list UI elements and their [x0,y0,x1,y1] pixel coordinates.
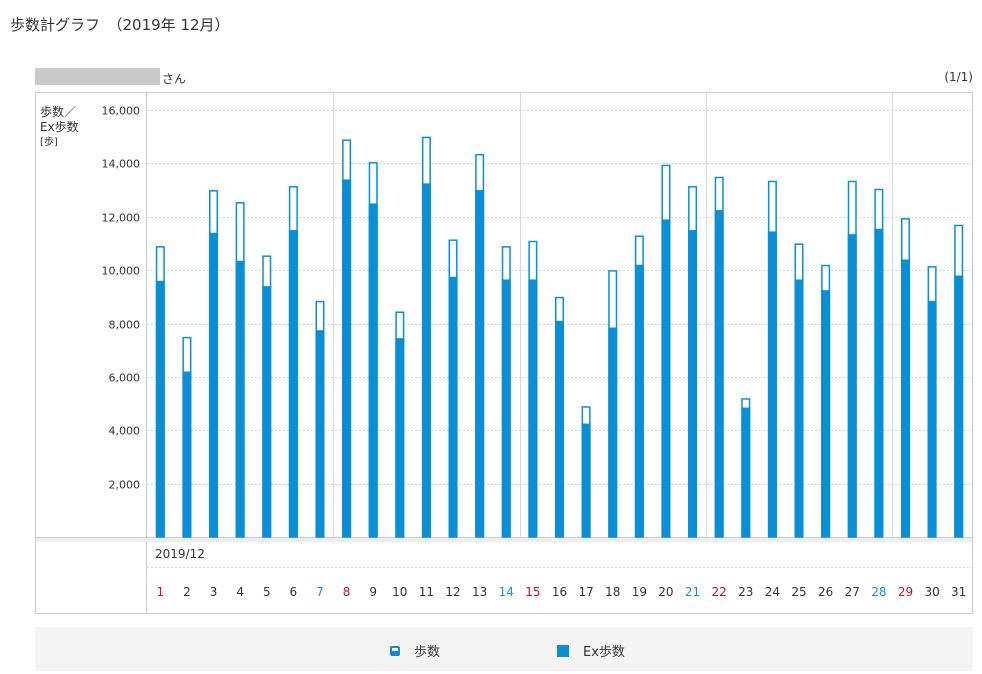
x-tick-label: 13 [472,585,487,599]
legend: 歩数 Ex歩数 [35,627,973,671]
bar-ex-steps[interactable] [874,228,884,537]
bar-ex-steps[interactable] [501,279,511,537]
x-tick-label: 6 [290,585,298,599]
bar-ex-steps[interactable] [555,320,564,537]
bar-ex-steps[interactable] [182,371,192,537]
x-tick-label: 17 [578,585,593,599]
y-axis-label-line2: Ex歩数 [40,119,79,134]
page-indicator: (1/1) [944,70,973,84]
x-tick-label: 12 [445,585,460,599]
chart-frame [35,92,973,614]
page-title: 歩数計グラフ （2019年 12月） [10,16,230,34]
y-tick-label: 14,000 [102,158,141,171]
bar-ex-steps[interactable] [342,179,352,537]
y-tick-label: 4,000 [109,425,141,438]
x-tick-label: 24 [765,585,780,599]
bar-ex-steps[interactable] [209,232,219,537]
bar-ex-steps[interactable] [821,290,831,537]
bar-ex-steps[interactable] [262,286,272,537]
bar-ex-steps[interactable] [448,276,458,537]
x-tick-label: 31 [951,585,966,599]
user-name-redacted [35,68,160,85]
x-tick-label: 5 [263,585,271,599]
y-tick-label: 6,000 [109,372,141,385]
steps-swatch-icon [390,645,400,656]
bar-ex-steps[interactable] [767,231,777,537]
month-label: 2019/12 [155,547,205,561]
x-tick-label: 19 [632,585,647,599]
x-tick-label: 15 [525,585,540,599]
x-tick-label: 9 [369,585,377,599]
bar-ex-steps[interactable] [315,330,325,537]
y-tick-label: 2,000 [109,479,141,492]
x-tick-label: 11 [419,585,434,599]
bar-ex-steps[interactable] [688,230,698,537]
bar-ex-steps[interactable] [155,280,165,537]
x-tick-label: 22 [712,585,727,599]
x-tick-label: 21 [685,585,700,599]
bar-ex-steps[interactable] [368,203,378,537]
bar-ex-steps[interactable] [634,264,644,537]
x-tick-label: 8 [343,585,351,599]
legend-item-ex-steps: Ex歩数 [557,641,625,660]
bar-ex-steps[interactable] [288,230,298,537]
x-tick-label: 3 [210,585,218,599]
x-tick-label: 2 [183,585,191,599]
bar-ex-steps[interactable] [927,300,937,537]
x-tick-label: 18 [605,585,620,599]
bar-ex-steps[interactable] [661,219,671,537]
bar-ex-steps[interactable] [741,407,751,537]
x-tick-label: 27 [845,585,860,599]
bar-ex-steps[interactable] [475,190,485,537]
bar-ex-steps[interactable] [900,259,910,537]
x-tick-label: 4 [236,585,244,599]
x-tick-label: 26 [818,585,833,599]
legend-ex-label: Ex歩数 [583,645,625,660]
bar-ex-steps[interactable] [395,338,405,537]
y-tick-label: 10,000 [102,265,141,278]
legend-steps-label: 歩数 [414,645,441,660]
ex-steps-swatch-icon [557,644,569,657]
legend-item-steps: 歩数 [390,641,440,660]
y-tick-label: 12,000 [102,212,141,225]
y-axis-label-line1: 歩数／ [40,104,76,119]
user-suffix: さん [162,72,187,86]
x-tick-label: 23 [738,585,753,599]
bar-ex-steps[interactable] [235,260,245,537]
bar-ex-steps[interactable] [421,183,431,537]
y-tick-label: 16,000 [102,105,141,118]
x-tick-label: 7 [316,585,324,599]
y-axis-unit: [歩] [40,135,58,148]
bar-ex-steps[interactable] [794,279,804,537]
bar-ex-steps[interactable] [581,423,591,537]
x-tick-label: 10 [392,585,407,599]
bar-ex-steps[interactable] [608,327,618,537]
bar-ex-steps[interactable] [714,210,724,537]
x-tick-label: 30 [924,585,939,599]
x-tick-label: 20 [658,585,673,599]
x-tick-label: 14 [499,585,514,599]
bar-ex-steps[interactable] [847,234,857,538]
x-tick-label: 25 [791,585,806,599]
x-tick-label: 28 [871,585,886,599]
bar-ex-steps[interactable] [954,275,964,537]
x-tick-label: 1 [156,585,164,599]
x-tick-label: 16 [552,585,567,599]
plot-bottom-band [36,537,972,542]
x-tick-label: 29 [898,585,913,599]
user-row: さん (1/1) [35,66,973,88]
bar-ex-steps[interactable] [528,279,538,537]
y-tick-label: 8,000 [109,319,141,332]
